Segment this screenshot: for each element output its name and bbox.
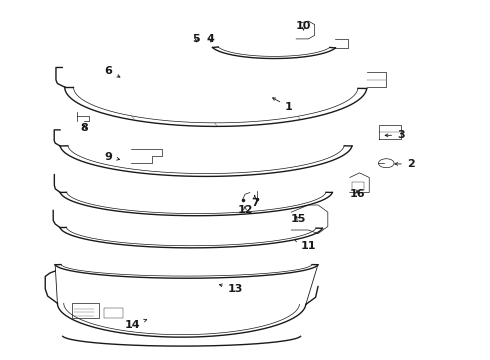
Text: 5: 5 bbox=[193, 34, 200, 44]
Text: 16: 16 bbox=[349, 189, 365, 199]
Bar bbox=[104, 307, 123, 318]
Text: 14: 14 bbox=[125, 319, 147, 330]
Text: 6: 6 bbox=[105, 66, 120, 77]
Bar bbox=[72, 302, 99, 318]
Bar bbox=[352, 182, 365, 190]
Text: 8: 8 bbox=[80, 123, 88, 133]
Text: 13: 13 bbox=[220, 284, 243, 294]
Text: 3: 3 bbox=[385, 130, 405, 140]
Text: 11: 11 bbox=[294, 239, 316, 251]
Text: 2: 2 bbox=[395, 159, 415, 169]
Text: 15: 15 bbox=[291, 214, 306, 224]
Text: 7: 7 bbox=[251, 195, 259, 208]
Text: 9: 9 bbox=[105, 152, 120, 162]
Text: 4: 4 bbox=[207, 34, 215, 44]
Text: 12: 12 bbox=[237, 205, 253, 215]
Text: 10: 10 bbox=[296, 21, 311, 31]
Text: 1: 1 bbox=[272, 98, 293, 112]
